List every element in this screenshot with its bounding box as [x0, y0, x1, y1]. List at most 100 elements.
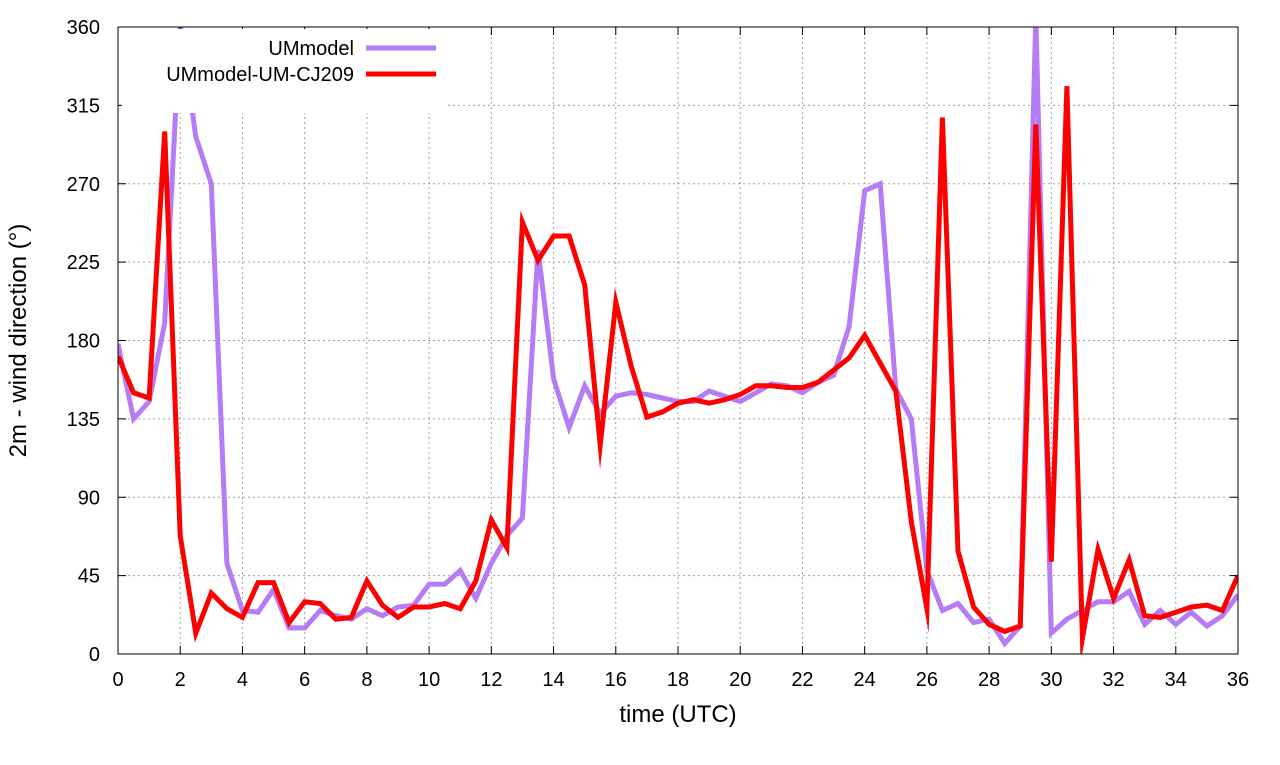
- data-point: [848, 357, 850, 359]
- data-point: [661, 411, 663, 413]
- data-point: [1097, 549, 1099, 550]
- data-point: [195, 136, 197, 138]
- data-point: [973, 606, 975, 608]
- x-tick-label: 8: [361, 669, 372, 691]
- legend-label: UMmodel-UM-CJ209: [166, 64, 354, 86]
- data-point: [770, 385, 772, 387]
- data-point: [879, 362, 881, 364]
- data-point: [366, 608, 368, 610]
- data-point: [848, 326, 850, 328]
- y-tick-label: 180: [67, 331, 100, 353]
- data-point: [210, 592, 212, 594]
- x-tick-label: 12: [480, 669, 502, 691]
- data-point: [630, 366, 632, 368]
- data-point: [506, 547, 508, 549]
- data-point: [786, 387, 788, 388]
- data-point: [677, 402, 679, 404]
- legend-background: [122, 29, 448, 113]
- data-point: [755, 385, 757, 387]
- data-point: [693, 399, 695, 401]
- data-point: [1175, 611, 1177, 613]
- data-point: [366, 580, 368, 582]
- data-point: [584, 284, 586, 286]
- data-point: [304, 601, 306, 603]
- data-point: [615, 301, 617, 303]
- data-point: [1050, 632, 1052, 634]
- data-point: [490, 562, 492, 564]
- data-point: [397, 606, 399, 608]
- data-point: [801, 392, 803, 394]
- data-point: [833, 369, 835, 371]
- data-point: [895, 390, 897, 392]
- data-point: [817, 381, 819, 383]
- data-point: [1019, 625, 1021, 627]
- data-point: [941, 610, 943, 611]
- y-axis-label: 2m - wind direction (°): [5, 224, 32, 458]
- data-point: [459, 569, 461, 571]
- data-point: [941, 117, 943, 119]
- data-point: [304, 627, 306, 629]
- data-point: [630, 392, 632, 394]
- data-point: [1175, 623, 1177, 625]
- x-tick-label: 14: [542, 669, 564, 691]
- data-point: [288, 622, 290, 624]
- data-point: [1035, 124, 1037, 125]
- legend-label: UMmodel: [268, 38, 354, 60]
- data-point: [568, 235, 570, 237]
- data-point: [1113, 597, 1115, 599]
- data-point: [381, 615, 383, 617]
- data-point: [708, 402, 710, 404]
- data-point: [926, 608, 928, 610]
- data-point: [1128, 559, 1130, 561]
- data-point: [210, 183, 212, 185]
- data-point: [646, 416, 648, 418]
- data-point: [226, 608, 228, 610]
- data-point: [288, 627, 290, 629]
- data-point: [973, 622, 975, 624]
- y-tick-label: 225: [67, 252, 100, 274]
- y-tick-label: 135: [67, 409, 100, 431]
- x-tick-label: 16: [605, 669, 627, 691]
- x-tick-label: 4: [237, 669, 248, 691]
- data-point: [1097, 601, 1099, 603]
- data-point: [381, 604, 383, 606]
- data-point: [1221, 610, 1223, 611]
- data-point: [164, 322, 166, 324]
- x-tick-label: 18: [667, 669, 689, 691]
- x-tick-label: 28: [978, 669, 1000, 691]
- data-point: [521, 517, 523, 519]
- data-point: [833, 374, 835, 376]
- data-point: [708, 390, 710, 392]
- data-point: [879, 183, 881, 185]
- tick-layer: 0 2 4 6 8 10 12 14 16 18 20 22 24 26 28 30 32 34 360459013…: [67, 17, 1250, 691]
- data-point: [1190, 611, 1192, 613]
- data-point: [164, 131, 166, 132]
- y-tick-label: 360: [67, 17, 100, 39]
- data-point: [615, 395, 617, 397]
- y-tick-label: 45: [78, 566, 100, 588]
- x-tick-label: 26: [916, 669, 938, 691]
- data-point: [537, 249, 539, 251]
- data-point: [537, 259, 539, 261]
- data-point: [180, 23, 181, 24]
- data-point: [1159, 616, 1161, 618]
- data-point: [257, 611, 259, 613]
- data-point: [133, 392, 135, 394]
- data-point: [864, 334, 866, 336]
- data-point: [646, 394, 648, 395]
- data-point: [273, 582, 275, 584]
- data-point: [179, 535, 181, 537]
- data-point: [1206, 625, 1208, 627]
- data-point: [957, 603, 959, 604]
- data-point: [226, 562, 228, 564]
- data-point: [599, 413, 601, 415]
- x-tick-label: 36: [1227, 669, 1249, 691]
- data-point: [490, 519, 492, 521]
- data-point: [475, 597, 477, 599]
- data-point: [459, 608, 461, 610]
- x-tick-label: 20: [729, 669, 751, 691]
- y-tick-label: 90: [78, 487, 100, 509]
- data-point: [350, 616, 352, 618]
